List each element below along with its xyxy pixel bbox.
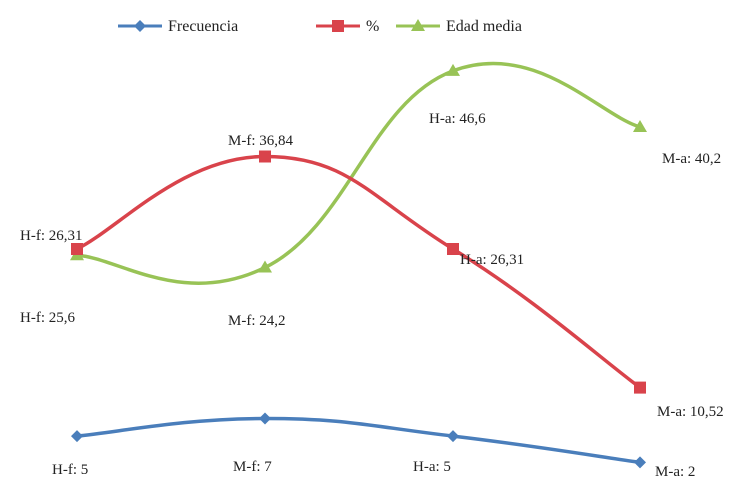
data-point-frecuencia-h-a xyxy=(447,430,459,443)
data-point-porcentaje-m-a xyxy=(634,381,646,394)
legend-item-porcentaje: % xyxy=(316,18,379,35)
data-label-porcentaje-h-a: H-a: 26,31 xyxy=(460,252,524,268)
series-edad-media xyxy=(70,61,647,285)
data-label-frecuencia-m-a: M-a: 2 xyxy=(655,464,695,480)
legend-marker-edad-media xyxy=(411,19,425,31)
data-label-frecuencia-h-a: H-a: 5 xyxy=(413,459,451,475)
legend-marker-frecuencia xyxy=(134,20,146,32)
data-point-edad-media-m-f xyxy=(258,260,272,273)
series-frecuencia xyxy=(71,412,646,469)
series-line-frecuencia xyxy=(75,416,642,465)
legend-label-porcentaje: % xyxy=(366,18,379,35)
data-label-porcentaje-h-f: H-f: 26,31 xyxy=(20,228,83,244)
data-point-porcentaje-h-a xyxy=(447,243,459,255)
data-point-frecuencia-m-a xyxy=(634,456,646,469)
series-line-edad-media xyxy=(75,61,642,285)
data-point-porcentaje-h-f xyxy=(71,243,83,255)
legend-marker-porcentaje xyxy=(332,20,344,32)
legend-item-edad-media: Edad media xyxy=(396,18,522,35)
series-line-porcentaje xyxy=(75,154,642,390)
data-label-edad-media-h-a: H-a: 46,6 xyxy=(429,111,486,127)
data-label-edad-media-h-f: H-f: 25,6 xyxy=(20,310,75,326)
series-porcentaje xyxy=(71,150,646,394)
data-label-porcentaje-m-f: M-f: 36,84 xyxy=(228,133,293,149)
data-point-frecuencia-m-f xyxy=(259,412,271,425)
data-label-edad-media-m-f: M-f: 24,2 xyxy=(228,313,286,329)
legend-item-frecuencia: Frecuencia xyxy=(118,18,238,35)
legend: Frecuencia% Edad media xyxy=(118,18,522,35)
data-point-edad-media-h-a xyxy=(446,63,460,76)
data-label-porcentaje-m-a: M-a: 10,52 xyxy=(657,404,724,420)
data-point-porcentaje-m-f xyxy=(259,150,271,163)
data-label-frecuencia-h-f: H-f: 5 xyxy=(52,462,88,478)
data-label-frecuencia-m-f: M-f: 7 xyxy=(233,459,272,475)
legend-label-edad-media: Edad media xyxy=(446,18,522,35)
data-label-edad-media-m-a: M-a: 40,2 xyxy=(662,151,721,167)
data-point-frecuencia-h-f xyxy=(71,430,83,443)
data-point-edad-media-m-a xyxy=(633,120,647,132)
plot-area: H-f: 5 M-f: 7 H-a: 5 M-a: 2 H-f: 26,31 M-f: 3… xyxy=(20,61,724,480)
legend-label-frecuencia: Frecuencia xyxy=(168,18,238,35)
